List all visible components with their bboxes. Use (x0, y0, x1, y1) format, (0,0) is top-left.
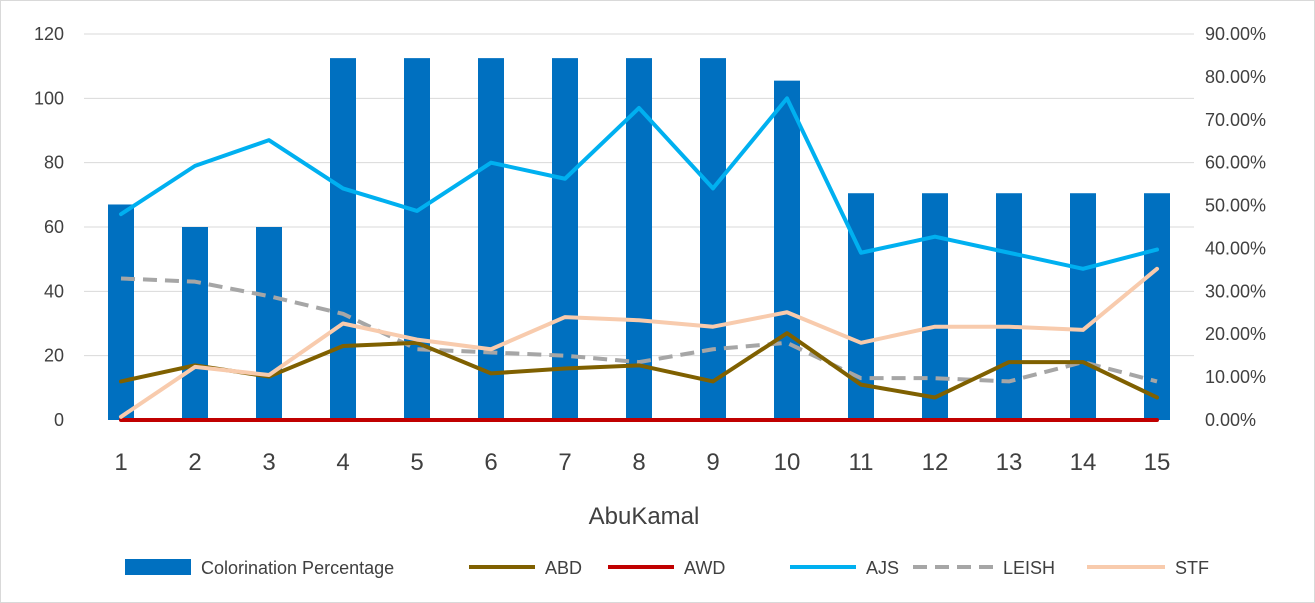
left-tick-label: 80 (44, 153, 64, 173)
bar-series (108, 58, 1170, 421)
bar (552, 58, 578, 420)
series-line (120, 276, 1158, 384)
left-tick-label: 60 (44, 217, 64, 237)
bar (108, 204, 134, 420)
x-tick-label: 4 (336, 449, 349, 476)
x-tick-label: 6 (484, 449, 497, 476)
bar (1070, 193, 1096, 420)
legend-label: LEISH (1003, 558, 1055, 578)
x-tick-label: 13 (996, 449, 1023, 476)
right-tick-label: 30.00% (1205, 281, 1266, 301)
left-tick-label: 100 (34, 88, 64, 108)
line-series (119, 96, 1159, 422)
right-tick-label: 20.00% (1205, 324, 1266, 344)
bar (330, 58, 356, 420)
left-tick-label: 0 (54, 410, 64, 430)
right-tick-label: 10.00% (1205, 367, 1266, 387)
bar (478, 58, 504, 420)
bar (996, 193, 1022, 420)
x-tick-label: 12 (922, 449, 949, 476)
legend-label: STF (1175, 558, 1209, 578)
legend-label: ABD (545, 558, 582, 578)
right-tick-label: 60.00% (1205, 153, 1266, 173)
series-line (119, 96, 1159, 271)
right-tick-label: 50.00% (1205, 196, 1266, 216)
legend-label: AWD (684, 558, 725, 578)
right-tick-label: 80.00% (1205, 67, 1266, 87)
legend: Colorination Percentage ABD AWD AJS LEISH STF (125, 558, 1209, 578)
left-tick-label: 40 (44, 281, 64, 301)
x-tick-label: 7 (558, 449, 571, 476)
x-tick-label: 11 (849, 449, 874, 476)
x-tick-label: 2 (188, 449, 201, 476)
left-tick-label: 120 (34, 24, 64, 44)
right-tick-label: 40.00% (1205, 238, 1266, 258)
right-tick-label: 90.00% (1205, 24, 1266, 44)
bar (700, 58, 726, 420)
x-tick-label: 15 (1144, 449, 1171, 476)
x-tick-label: 10 (774, 449, 801, 476)
bar (256, 227, 282, 420)
left-tick-label: 20 (44, 346, 64, 366)
left-axis-ticks: 0 20 40 60 80 100 120 (34, 24, 64, 430)
bar (404, 58, 430, 420)
legend-label: Colorination Percentage (201, 558, 394, 578)
right-axis-ticks: 0.00% 10.00% 20.00% 30.00% 40.00% 50.00% 60.00… (1205, 24, 1266, 430)
x-tick-label: 8 (632, 449, 645, 476)
right-tick-label: 0.00% (1205, 410, 1256, 430)
legend-swatch (125, 559, 191, 575)
x-tick-label: 9 (706, 449, 719, 476)
right-tick-label: 70.00% (1205, 110, 1266, 130)
bar (922, 193, 948, 420)
x-tick-label: 3 (262, 449, 275, 476)
x-tick-label: 5 (410, 449, 423, 476)
x-tick-label: 1 (114, 449, 127, 476)
x-tick-label: 14 (1070, 449, 1097, 476)
bar (774, 80, 800, 421)
bar (1144, 193, 1170, 420)
series-line (119, 266, 1159, 419)
x-axis-ticks: 1 2 3 4 5 6 7 8 9 10 11 12 13 14 15 (114, 449, 1170, 476)
series-line (119, 331, 1159, 400)
bar (182, 227, 208, 420)
legend-label: AJS (866, 558, 899, 578)
x-axis-label: AbuKamal (589, 503, 700, 530)
